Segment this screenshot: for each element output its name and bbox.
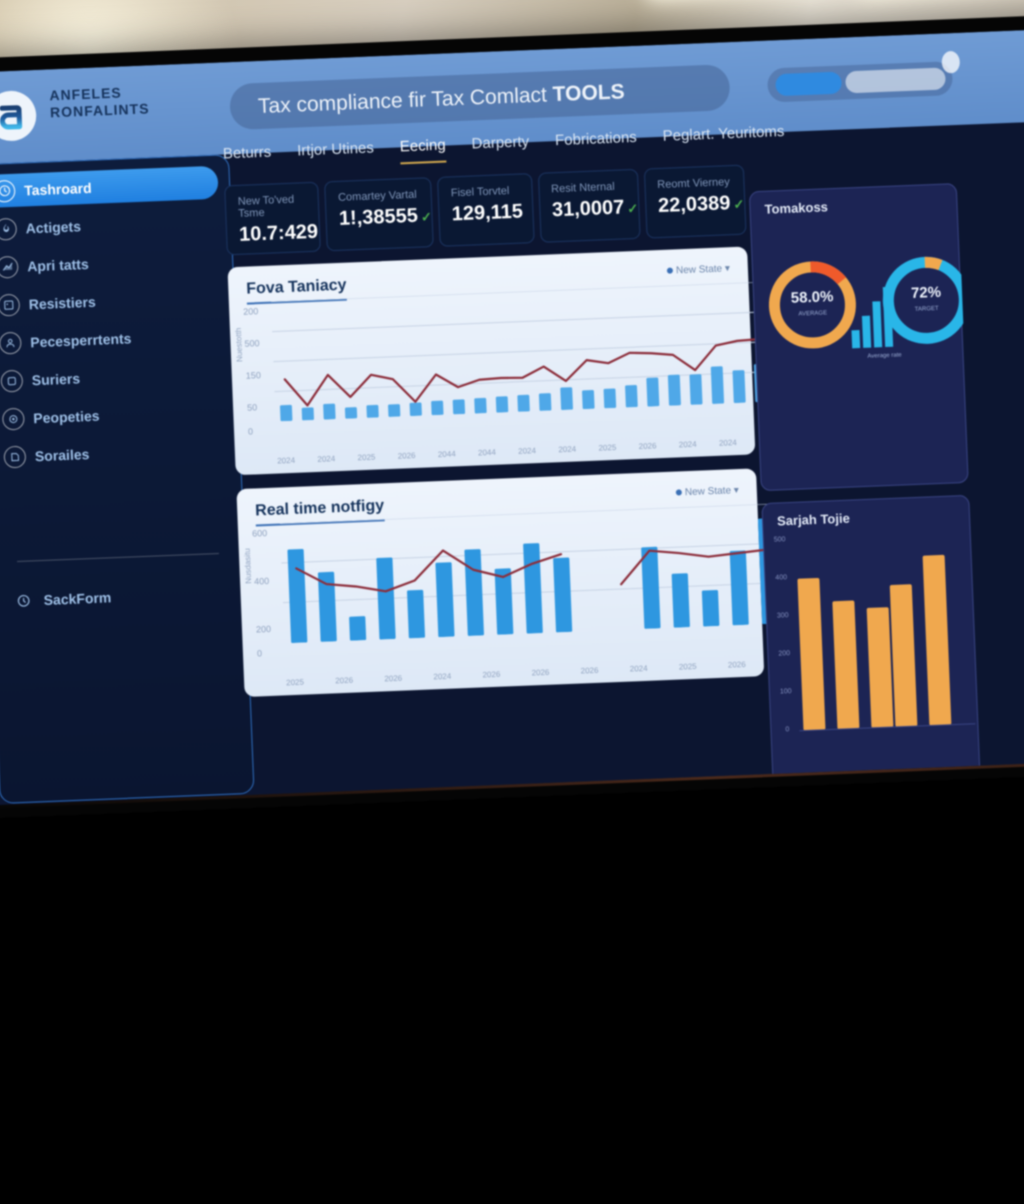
svg-text:200: 200 (778, 650, 790, 657)
svg-text:AVERAGE: AVERAGE (798, 310, 827, 317)
svg-text:Average rate: Average rate (867, 352, 902, 359)
svg-text:300: 300 (777, 612, 789, 619)
svg-text:0: 0 (785, 726, 789, 733)
svg-text:58.0%: 58.0% (791, 288, 834, 307)
svg-text:TARGET: TARGET (915, 306, 939, 313)
svg-text:400: 400 (775, 574, 787, 581)
svg-text:500: 500 (774, 536, 786, 543)
svg-text:100: 100 (780, 688, 792, 695)
svg-text:72%: 72% (911, 284, 942, 302)
